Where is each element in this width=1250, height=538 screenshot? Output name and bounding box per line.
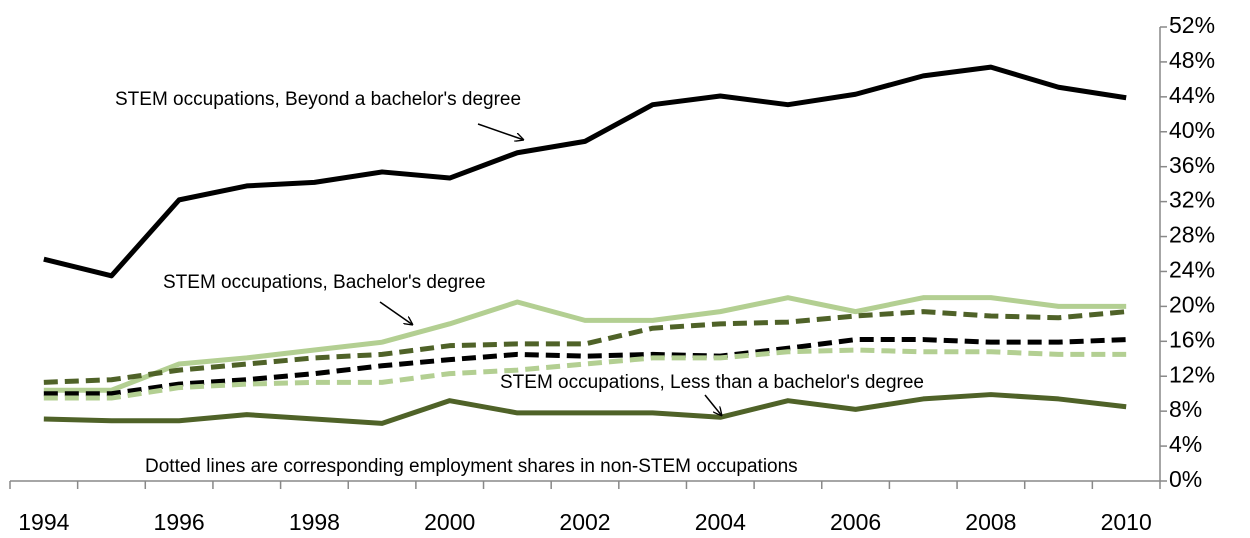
y-tick-label: 36% (1169, 152, 1215, 178)
annotation: STEM occupations, Less than a bachelor's… (500, 372, 924, 393)
annotation-arrow (477, 123, 524, 140)
annotation: STEM occupations, Beyond a bachelor's de… (115, 89, 521, 110)
y-tick-label: 48% (1169, 47, 1215, 73)
annotation-arrow (704, 394, 722, 416)
x-tick-label: 1996 (154, 509, 205, 535)
y-tick-label: 8% (1169, 396, 1202, 422)
x-tick-label: 2002 (559, 509, 610, 535)
y-tick-label: 44% (1169, 82, 1215, 108)
y-tick-label: 32% (1169, 187, 1215, 213)
annotation-arrow (379, 301, 413, 325)
y-tick-label: 28% (1169, 222, 1215, 248)
series-line (43, 392, 1127, 426)
y-tick-label: 24% (1169, 257, 1215, 283)
series-line (43, 347, 1127, 401)
y-tick-label: 20% (1169, 291, 1215, 317)
y-tick-label: 52% (1169, 12, 1215, 38)
x-tick-label: 1998 (289, 509, 340, 535)
x-tick-label: 2000 (424, 509, 475, 535)
x-tick-label: 2010 (1101, 509, 1152, 535)
y-tick-label: 40% (1169, 117, 1215, 143)
annotation: Dotted lines are corresponding employmen… (145, 456, 798, 477)
y-tick-label: 4% (1169, 431, 1202, 457)
y-tick-label: 12% (1169, 361, 1215, 387)
annotation: STEM occupations, Bachelor's degree (163, 272, 486, 293)
x-tick-label: 2006 (830, 509, 881, 535)
series-line (43, 309, 1127, 385)
x-tick-label: 2004 (695, 509, 746, 535)
x-tick-label: 1994 (18, 509, 69, 535)
y-tick-label: 16% (1169, 326, 1215, 352)
series-line (43, 337, 1127, 397)
series-line (43, 295, 1127, 393)
x-tick-label: 2008 (965, 509, 1016, 535)
series-line (43, 64, 1127, 279)
y-tick-label: 0% (1169, 466, 1202, 492)
